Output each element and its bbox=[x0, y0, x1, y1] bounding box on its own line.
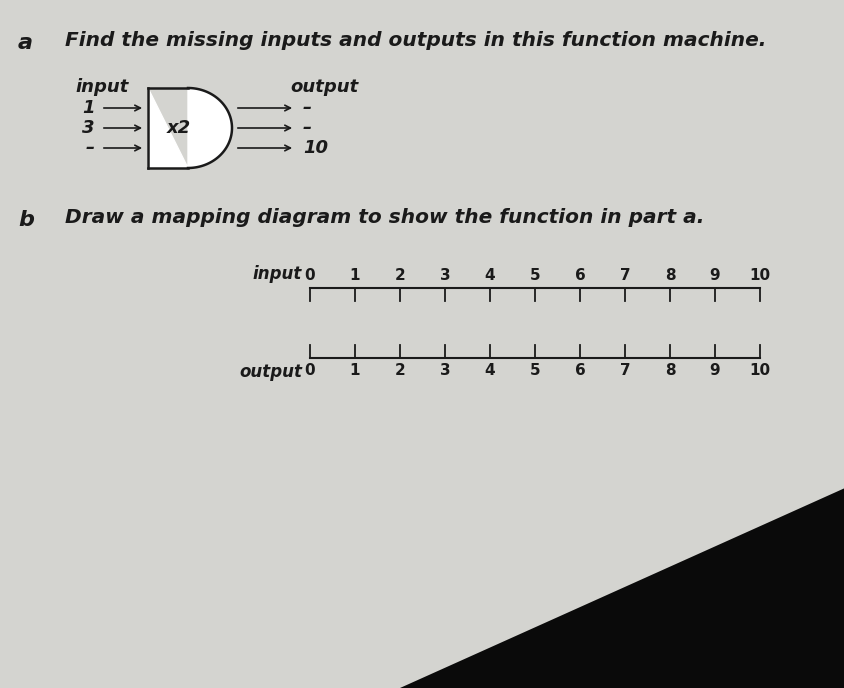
Text: –: – bbox=[86, 139, 95, 157]
Text: 3: 3 bbox=[439, 363, 450, 378]
Text: x2: x2 bbox=[166, 119, 190, 137]
Text: output: output bbox=[289, 78, 358, 96]
Text: 8: 8 bbox=[664, 363, 674, 378]
Text: 10: 10 bbox=[749, 268, 770, 283]
Text: 6: 6 bbox=[574, 363, 585, 378]
Text: 0: 0 bbox=[305, 363, 315, 378]
Text: 5: 5 bbox=[529, 268, 539, 283]
Text: a: a bbox=[18, 33, 33, 53]
Text: 10: 10 bbox=[303, 139, 327, 157]
Text: 5: 5 bbox=[529, 363, 539, 378]
Text: –: – bbox=[303, 99, 311, 117]
Text: 7: 7 bbox=[619, 268, 630, 283]
Text: b: b bbox=[18, 210, 34, 230]
Text: Draw a mapping diagram to show the function in part a.: Draw a mapping diagram to show the funct… bbox=[65, 208, 704, 227]
Text: 2: 2 bbox=[394, 363, 405, 378]
Text: 10: 10 bbox=[749, 363, 770, 378]
Text: 2: 2 bbox=[394, 268, 405, 283]
Text: 7: 7 bbox=[619, 363, 630, 378]
Text: output: output bbox=[239, 363, 301, 381]
Text: 1: 1 bbox=[349, 363, 360, 378]
Text: 1: 1 bbox=[83, 99, 95, 117]
Text: 8: 8 bbox=[664, 268, 674, 283]
Text: Find the missing inputs and outputs in this function machine.: Find the missing inputs and outputs in t… bbox=[65, 31, 766, 50]
Text: 6: 6 bbox=[574, 268, 585, 283]
Text: input: input bbox=[252, 265, 301, 283]
Text: 3: 3 bbox=[83, 119, 95, 137]
Text: –: – bbox=[303, 119, 311, 137]
Text: 9: 9 bbox=[709, 268, 719, 283]
Text: input: input bbox=[75, 78, 128, 96]
Polygon shape bbox=[148, 88, 232, 168]
Text: 3: 3 bbox=[439, 268, 450, 283]
Text: 9: 9 bbox=[709, 363, 719, 378]
Text: 0: 0 bbox=[305, 268, 315, 283]
Text: 4: 4 bbox=[484, 363, 495, 378]
Text: 4: 4 bbox=[484, 268, 495, 283]
Polygon shape bbox=[399, 488, 844, 688]
Text: 1: 1 bbox=[349, 268, 360, 283]
